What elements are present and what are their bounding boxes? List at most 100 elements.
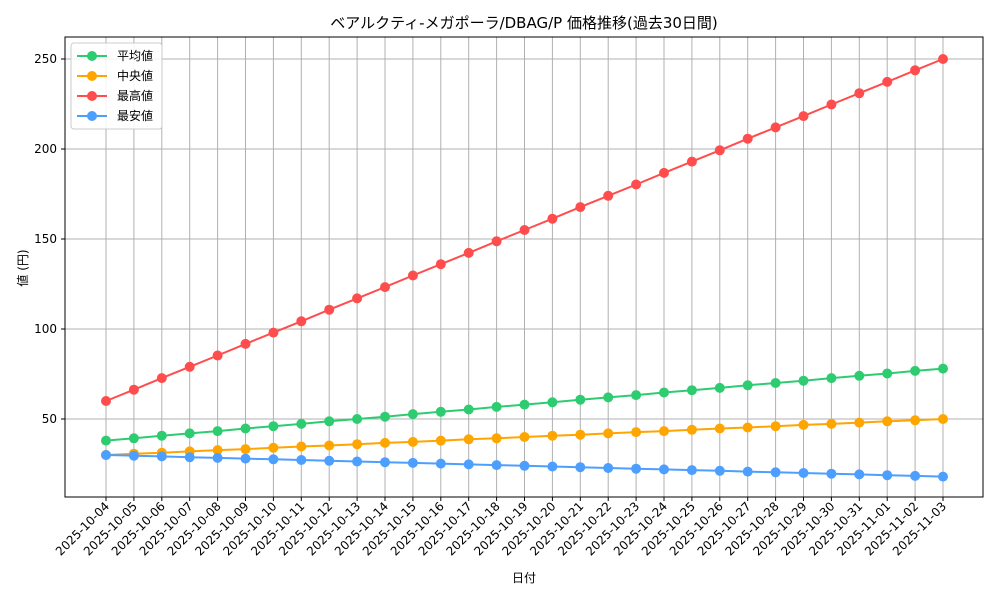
data-point [268,454,279,465]
y-tick-label: 200 [34,142,57,156]
data-point [380,411,390,422]
legend-marker [87,91,97,101]
data-point [407,457,418,468]
legend-label: 最安値 [117,108,153,123]
data-point [714,382,725,393]
data-point [826,468,837,479]
data-point [380,437,390,448]
data-point [798,375,809,386]
data-point [742,466,753,477]
data-point [547,397,558,408]
data-point [603,428,614,439]
data-point [547,213,558,224]
data-point [491,236,502,247]
legend-label: 中央値 [117,68,153,83]
data-point [854,370,865,381]
data-point [519,432,530,442]
data-point [910,470,921,481]
data-point [324,440,335,451]
data-point [631,427,642,438]
data-point [575,394,586,405]
data-point [463,434,474,445]
data-point [435,458,446,469]
data-point [240,453,251,464]
series-2 [101,54,948,406]
data-point [798,111,809,122]
data-point [798,419,809,430]
data-point [240,338,251,349]
data-point [519,399,530,410]
data-point [380,282,390,293]
y-tick-label: 100 [34,322,57,336]
grid-lines [65,37,983,497]
data-point [798,468,809,478]
data-point [575,202,586,213]
data-point [240,444,251,455]
data-point [380,457,390,468]
data-point [631,179,642,190]
series-0 [101,363,948,446]
data-point [770,122,781,133]
data-point [575,429,586,440]
data-point [352,456,363,467]
y-tick-label: 250 [34,52,57,66]
data-point [268,442,279,453]
data-point [910,365,921,376]
data-point [352,293,363,304]
data-point [686,424,697,435]
series-3 [101,450,948,482]
data-point [938,414,948,424]
data-point [212,350,223,361]
data-point [491,401,502,412]
y-tick-label: 150 [34,232,57,246]
data-point [324,304,335,315]
data-point [407,270,418,281]
data-point [128,450,139,461]
data-point [296,455,307,465]
data-point [659,167,669,178]
data-point [603,392,614,403]
data-point [938,54,948,64]
data-point [714,465,725,476]
y-axis-ticks: 50 100 150 200 250 [34,52,65,426]
data-point [435,435,446,446]
data-point [547,461,558,472]
data-point [854,469,865,480]
data-point [212,426,223,437]
data-point [156,430,167,441]
data-point [938,363,948,374]
data-point [547,430,558,441]
data-point [352,414,363,424]
data-point [854,417,865,428]
data-point [491,460,502,471]
data-point [184,428,195,439]
data-point [184,361,195,372]
data-point [352,439,363,450]
data-point [714,423,725,434]
data-point [826,373,837,384]
y-axis-label: 値 (円) [15,249,30,286]
data-point [407,436,418,447]
data-point [603,190,614,201]
data-point [324,416,335,427]
data-point [882,76,893,87]
data-point [882,470,893,481]
data-point [938,471,948,482]
data-point [128,433,139,444]
data-point [686,385,697,396]
series-lines [101,54,948,482]
data-point [770,421,781,432]
data-point [882,368,893,379]
data-point [742,133,753,144]
data-point [742,380,753,391]
data-point [910,415,921,426]
data-point [463,404,474,415]
data-point [519,225,530,235]
data-point [324,455,335,466]
data-point [686,156,697,167]
data-point [854,88,865,99]
data-point [659,464,669,475]
data-point [659,426,669,437]
data-point [156,373,167,384]
